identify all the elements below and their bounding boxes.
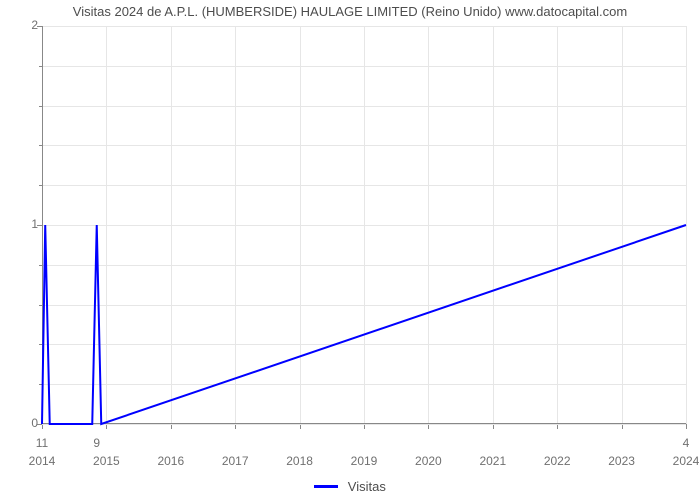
grid-line-vertical bbox=[686, 26, 687, 424]
x-axis-label: 2023 bbox=[608, 454, 635, 468]
chart-container: { "chart": { "type": "line", "title": "V… bbox=[0, 0, 700, 500]
x-axis-label: 2019 bbox=[351, 454, 378, 468]
y-axis-label: 0 bbox=[8, 416, 38, 430]
x-axis-label: 2024 bbox=[673, 454, 700, 468]
x-axis-label: 2014 bbox=[29, 454, 56, 468]
x-axis-label: 2015 bbox=[93, 454, 120, 468]
x-axis-label: 2022 bbox=[544, 454, 571, 468]
x-axis-label: 2020 bbox=[415, 454, 442, 468]
y-axis-label: 2 bbox=[8, 18, 38, 32]
legend-swatch bbox=[314, 485, 338, 488]
grid-line-horizontal bbox=[42, 424, 686, 425]
legend: Visitas bbox=[0, 478, 700, 494]
data-point-label: 11 bbox=[36, 436, 48, 450]
x-axis-label: 2021 bbox=[479, 454, 506, 468]
x-axis-label: 2017 bbox=[222, 454, 249, 468]
data-point-label: 9 bbox=[93, 436, 100, 450]
y-axis-label: 1 bbox=[8, 217, 38, 231]
x-axis-label: 2016 bbox=[157, 454, 184, 468]
data-point-label: 4 bbox=[683, 436, 690, 450]
legend-label: Visitas bbox=[348, 479, 386, 494]
chart-title: Visitas 2024 de A.P.L. (HUMBERSIDE) HAUL… bbox=[0, 4, 700, 19]
x-axis-label: 2018 bbox=[286, 454, 313, 468]
x-tick bbox=[686, 424, 687, 429]
plot-area bbox=[42, 26, 686, 424]
series-line bbox=[42, 26, 686, 424]
